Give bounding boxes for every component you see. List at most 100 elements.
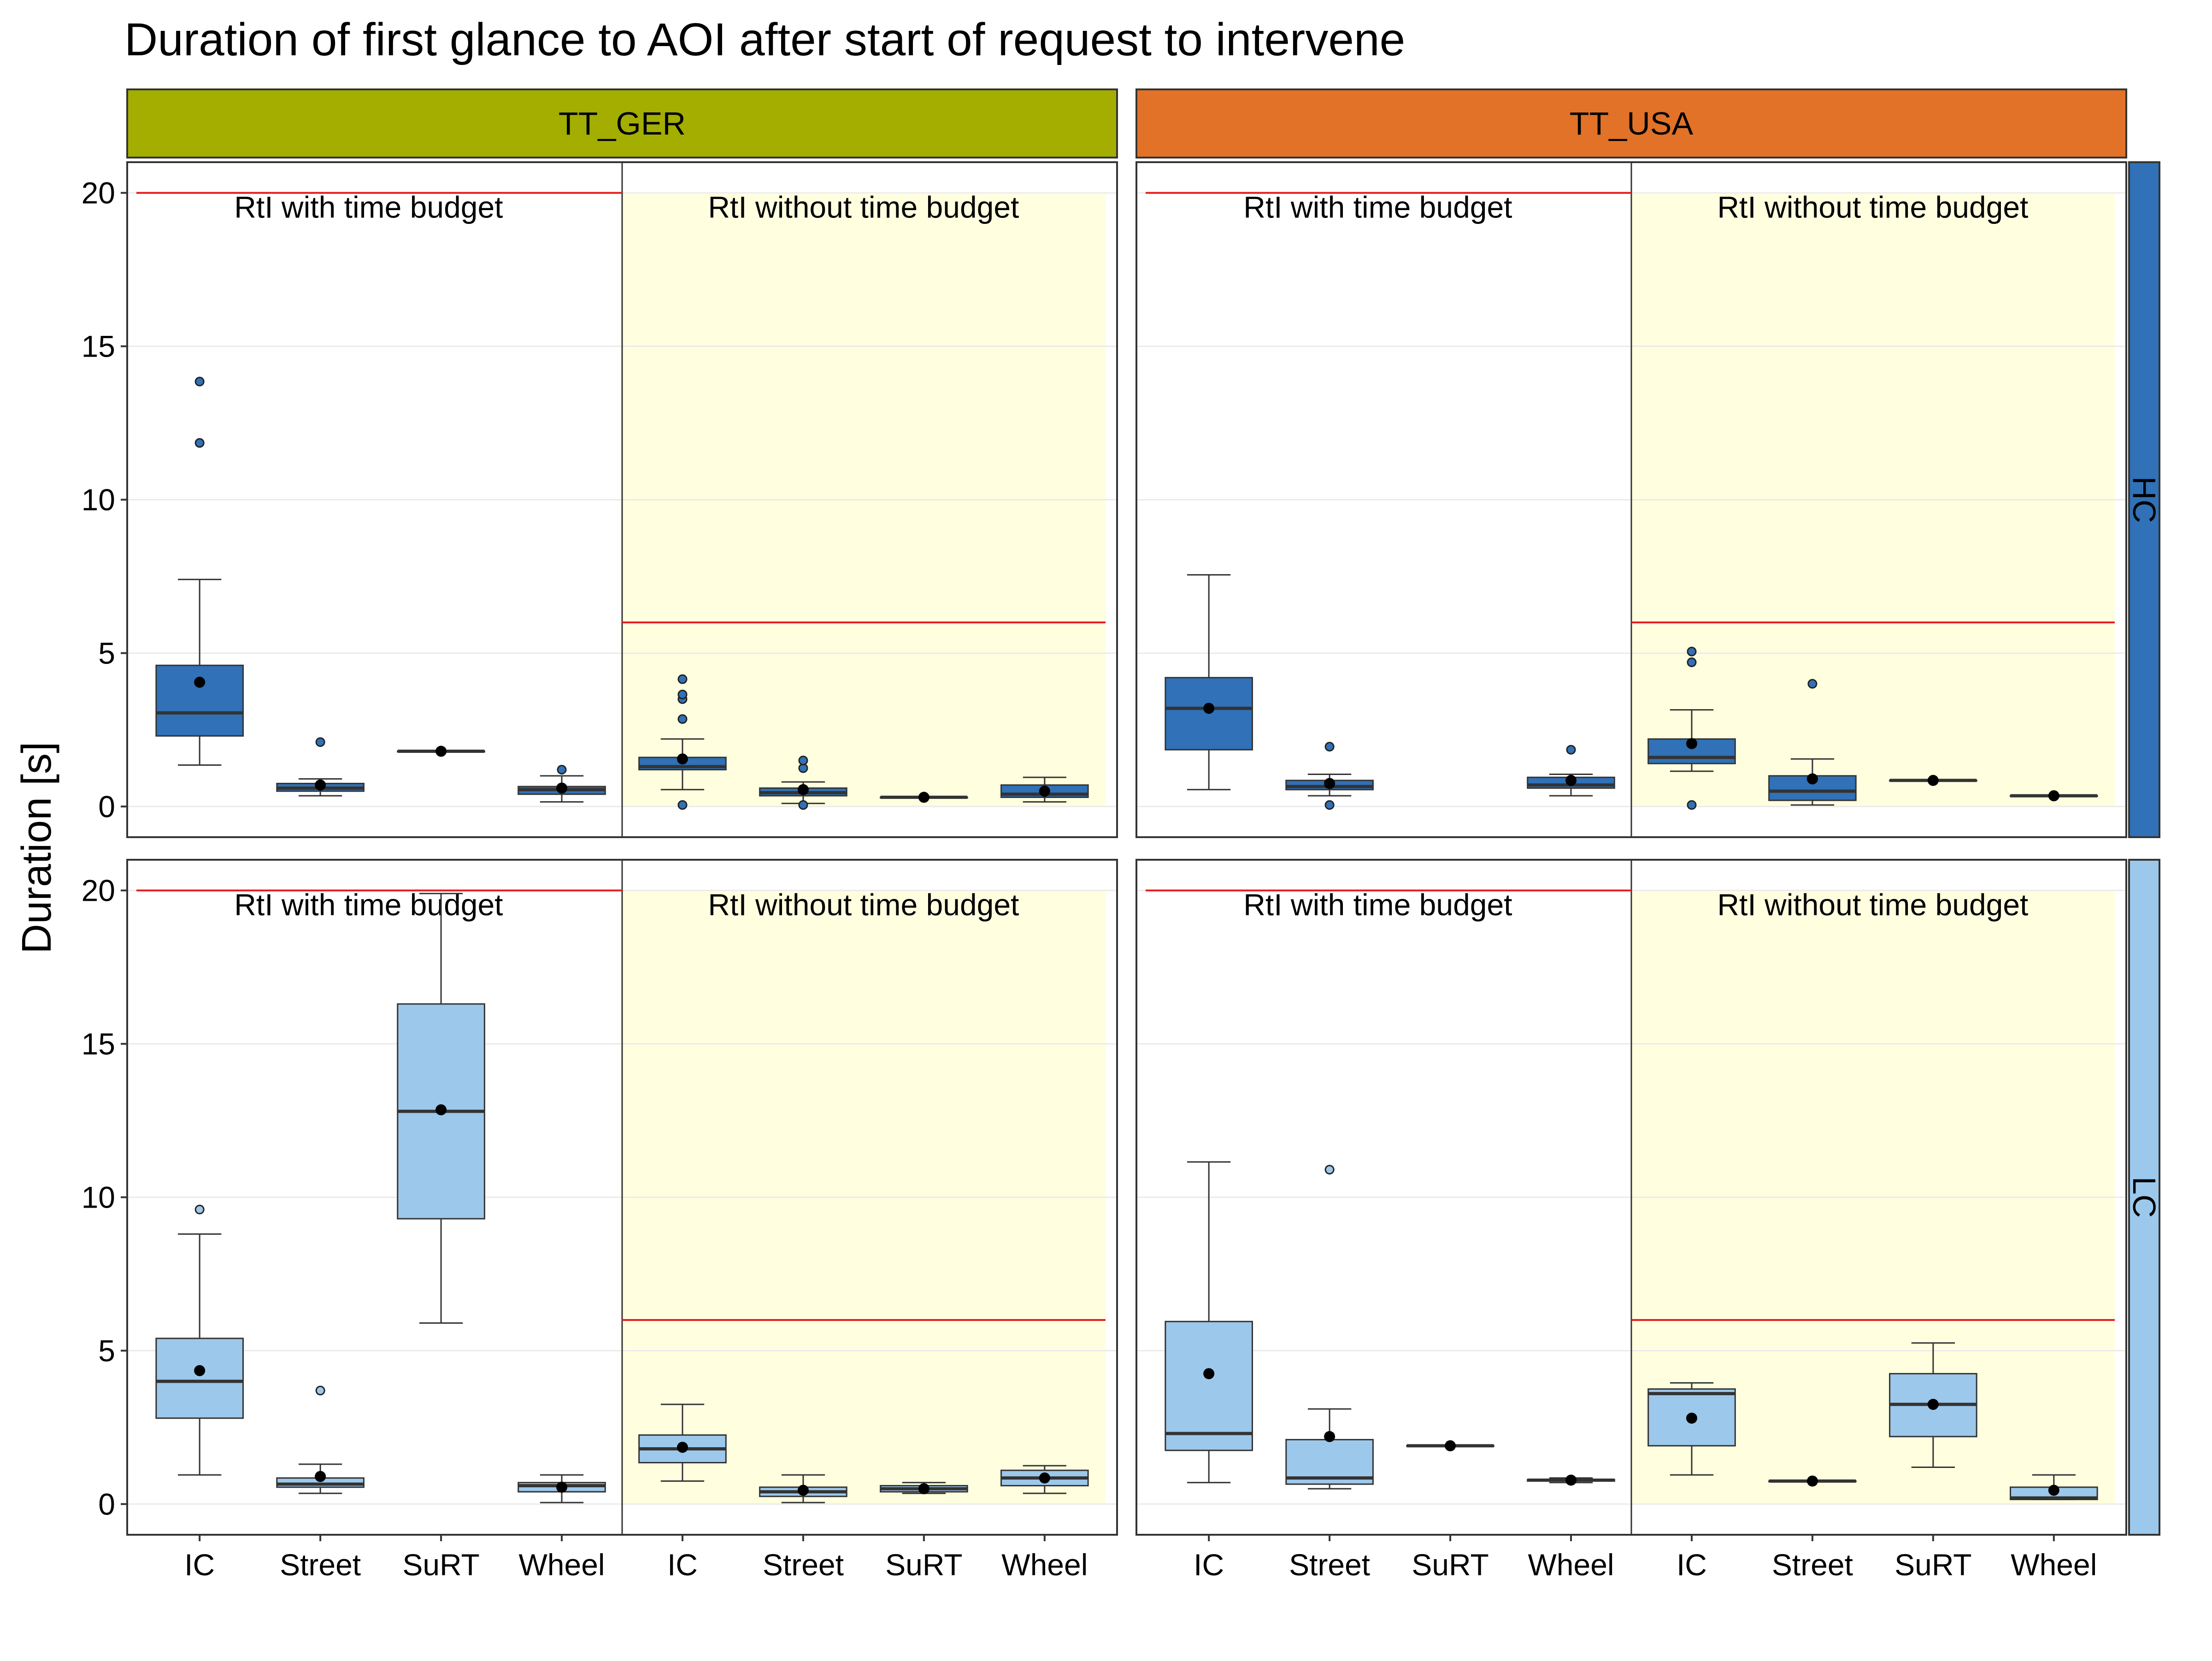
facet-strip-label: LC [2126, 1177, 2162, 1218]
y-tick-label: 5 [98, 1333, 115, 1368]
box-surt [880, 1482, 968, 1495]
box-street [1768, 679, 1857, 806]
x-tick-label: IC [184, 1548, 215, 1582]
outlier-point [1324, 800, 1335, 810]
box-street [1768, 1475, 1857, 1487]
x-tick-label: Wheel [518, 1548, 605, 1582]
box-wheel [1000, 1465, 1089, 1494]
outlier-point [798, 756, 808, 766]
mean-point [677, 1442, 688, 1453]
outlier-point [194, 438, 205, 448]
panel-tt_ger-hc: RtI with time budget RtI without time bud… [126, 161, 1118, 838]
panel-border [1135, 859, 2127, 1536]
chart-body: TT_GER TT_USA HC LC 0 5 10 15 20 0 5 10 15 20 RtI with… [82, 88, 2162, 1582]
box-iqr [155, 1338, 244, 1419]
box-surt [397, 745, 485, 757]
y-tick-label: 10 [82, 483, 115, 517]
facet-strip-tt_usa [1135, 88, 2127, 158]
mean-point [1039, 1472, 1050, 1484]
outlier-point [1324, 742, 1335, 752]
condition-label: RtI without time budget [1717, 190, 2028, 224]
mean-point [556, 782, 568, 794]
mean-point [1203, 1368, 1215, 1379]
condition-label: RtI without time budget [708, 888, 1019, 922]
facet-strip-label: HC [2126, 476, 2162, 523]
mean-point [918, 792, 930, 803]
x-tick-label: IC [1677, 1548, 1707, 1582]
mean-point [1565, 1474, 1577, 1486]
mean-point [315, 779, 326, 791]
mean-point [1445, 1440, 1456, 1451]
box-wheel [1000, 776, 1089, 803]
mean-point [797, 784, 809, 795]
box-wheel [2010, 790, 2098, 802]
outlier-point [1687, 657, 1697, 667]
outlier-point [1687, 800, 1697, 810]
outlier-point [194, 1204, 205, 1215]
x-tick-label: Street [280, 1548, 361, 1582]
outlier-point [1566, 745, 1576, 755]
box-surt [1889, 1342, 1977, 1468]
condition-label: RtI without time budget [708, 190, 1019, 224]
box-surt [880, 792, 968, 803]
box-street [1285, 742, 1374, 810]
box-wheel [518, 765, 606, 803]
mean-point [1324, 1431, 1335, 1442]
box-surt [1889, 775, 1977, 786]
x-tick-label: SuRT [1412, 1548, 1489, 1582]
facet-strip-tt_ger [126, 88, 1118, 158]
x-tick-label: SuRT [402, 1548, 480, 1582]
condition-label: RtI with time budget [1243, 190, 1512, 224]
condition-label: RtI with time budget [234, 190, 503, 224]
x-tick-label: Wheel [1001, 1548, 1088, 1582]
box-ic [638, 674, 727, 810]
x-tick-label: Street [1289, 1548, 1370, 1582]
mean-point [435, 1104, 447, 1115]
mean-point [1039, 786, 1050, 797]
mean-point [315, 1471, 326, 1482]
x-tick-label: Street [1772, 1548, 1853, 1582]
outlier-point [194, 376, 205, 387]
x-tick-label: IC [667, 1548, 698, 1582]
condition-label: RtI with time budget [234, 888, 503, 922]
condition-label: RtI without time budget [1717, 888, 2028, 922]
facet-strip-label: TT_GER [559, 106, 686, 141]
panel-tt_ger-lc: RtI with time budget RtI without time bud… [126, 859, 1118, 1582]
mean-point [1203, 703, 1215, 714]
outlier-point [557, 765, 567, 775]
box-ic [155, 1204, 244, 1476]
outlier-point [677, 800, 688, 810]
mean-point [1686, 1412, 1697, 1424]
mean-point [194, 1365, 206, 1376]
panel-border [126, 161, 1118, 838]
mean-point [1806, 1475, 1818, 1487]
y-tick-label: 0 [98, 1487, 115, 1521]
outlier-point [798, 800, 808, 810]
mean-point [2048, 1485, 2059, 1496]
mean-point [435, 745, 447, 757]
panel-border [1135, 161, 2127, 838]
outlier-point [315, 1385, 325, 1396]
outlier-point [315, 737, 325, 747]
outlier-point [677, 714, 688, 724]
mean-point [1806, 773, 1818, 785]
box-street [759, 756, 847, 810]
facet-strip-lc [2128, 859, 2160, 1536]
box-street [276, 737, 365, 797]
box-ic [1165, 1161, 1253, 1484]
box-ic [155, 376, 244, 766]
outlier-point [677, 674, 688, 684]
y-tick-label: 15 [82, 1027, 115, 1061]
box-street [759, 1474, 847, 1503]
box-surt [1406, 1440, 1494, 1451]
x-tick-label: SuRT [1894, 1548, 1972, 1582]
panel-tt_usa-hc: RtI with time budget RtI without time bud… [1135, 161, 2127, 838]
box-iqr [155, 664, 244, 737]
box-street [276, 1385, 365, 1494]
facet-strip-label: TT_USA [1570, 106, 1694, 141]
chart-title: Duration of first glance to AOI after st… [124, 14, 1405, 65]
box-surt [397, 892, 485, 1324]
mean-point [918, 1483, 930, 1495]
